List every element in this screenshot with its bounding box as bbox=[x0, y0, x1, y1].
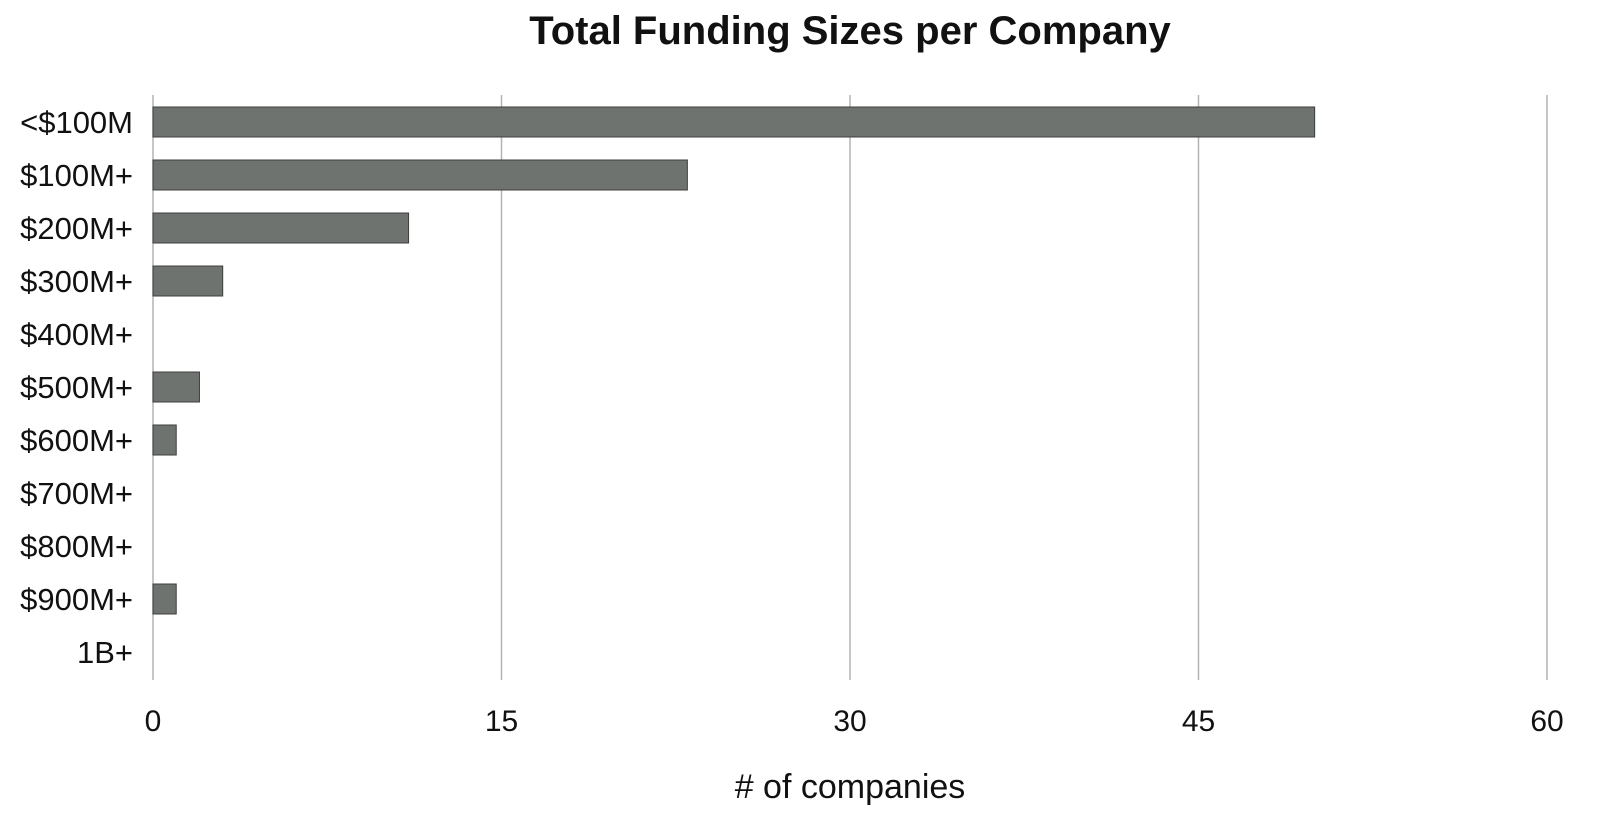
x-axis-label: # of companies bbox=[735, 768, 966, 806]
category-label: $700M+ bbox=[20, 476, 133, 511]
bar bbox=[152, 212, 410, 244]
category-label: <$100M bbox=[20, 105, 133, 140]
bar bbox=[152, 583, 177, 615]
category-label: $300M+ bbox=[20, 264, 133, 299]
category-label: $400M+ bbox=[20, 317, 133, 352]
chart-title: Total Funding Sizes per Company bbox=[529, 9, 1171, 53]
bar bbox=[152, 159, 688, 191]
category-label: $600M+ bbox=[20, 423, 133, 458]
bar bbox=[152, 424, 177, 456]
bars bbox=[152, 106, 1316, 615]
category-labels: <$100M $100M+ $200M+ $300M+ $400M+ $500M+ $600… bbox=[20, 105, 133, 670]
x-tick-label: 0 bbox=[145, 705, 162, 738]
category-label: $100M+ bbox=[20, 158, 133, 193]
x-tick-labels: 0 15 30 45 60 bbox=[145, 705, 1564, 738]
category-label: $500M+ bbox=[20, 370, 133, 405]
gridlines bbox=[152, 95, 1548, 680]
bar bbox=[152, 265, 224, 297]
category-label: 1B+ bbox=[77, 635, 133, 670]
bar bbox=[152, 106, 1316, 138]
bar bbox=[152, 371, 200, 403]
x-tick-label: 30 bbox=[833, 705, 866, 738]
category-label: $200M+ bbox=[20, 211, 133, 246]
x-tick-label: 15 bbox=[485, 705, 518, 738]
x-tick-label: 60 bbox=[1530, 705, 1563, 738]
category-label: $900M+ bbox=[20, 582, 133, 617]
x-tick-label: 45 bbox=[1182, 705, 1215, 738]
category-label: $800M+ bbox=[20, 529, 133, 564]
